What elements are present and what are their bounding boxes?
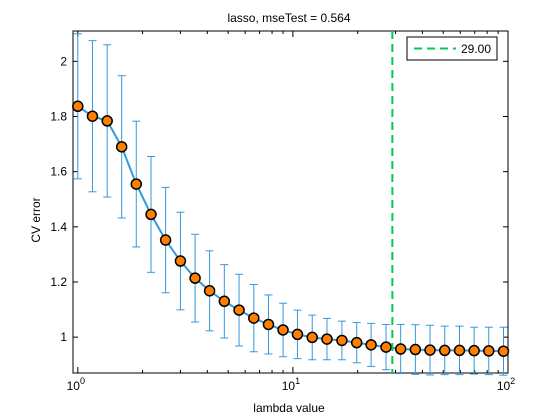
data-point bbox=[453, 344, 466, 357]
x-tick-label: 102 bbox=[497, 376, 515, 393]
data-point bbox=[248, 312, 260, 324]
y-tick-label: 1 bbox=[60, 330, 67, 344]
data-point bbox=[380, 341, 392, 353]
data-point bbox=[497, 345, 510, 357]
data-point bbox=[291, 328, 304, 341]
y-tick-label: 1.4 bbox=[50, 220, 67, 234]
data-point bbox=[424, 344, 436, 356]
data-point bbox=[72, 100, 84, 113]
data-point bbox=[350, 336, 363, 349]
data-point bbox=[145, 208, 157, 221]
data-point bbox=[101, 115, 113, 127]
x-tick-label: 101 bbox=[282, 376, 300, 393]
data-point bbox=[365, 339, 377, 351]
data-point bbox=[233, 304, 245, 316]
data-point bbox=[203, 285, 216, 297]
x-axis-label: lambda value bbox=[253, 401, 325, 415]
x-tick-label: 100 bbox=[67, 376, 85, 393]
legend-box bbox=[406, 36, 498, 61]
data-point bbox=[218, 295, 231, 308]
data-point bbox=[306, 331, 318, 344]
data-point bbox=[409, 343, 422, 356]
data-point bbox=[262, 318, 275, 331]
y-tick-label: 1.6 bbox=[50, 165, 67, 179]
legend: 29.00 bbox=[406, 36, 498, 61]
data-point bbox=[394, 343, 407, 355]
data-point bbox=[483, 345, 495, 357]
data-point bbox=[468, 344, 480, 357]
data-point bbox=[321, 333, 333, 345]
data-point bbox=[438, 344, 451, 357]
y-tick-label: 1.2 bbox=[50, 275, 67, 289]
axes-frame bbox=[72, 30, 509, 374]
data-point bbox=[336, 334, 348, 347]
y-tick-label: 1.8 bbox=[50, 110, 67, 124]
chart-title: lasso, mseTest = 0.564 bbox=[227, 11, 350, 25]
plot-area: 1 1.2 1.4 1.6 1.8 2 100 101 102 bbox=[50, 30, 515, 393]
data-point bbox=[174, 255, 187, 267]
data-point bbox=[115, 141, 128, 153]
data-point bbox=[159, 234, 172, 246]
data-point bbox=[277, 324, 289, 336]
data-point bbox=[86, 110, 99, 122]
legend-label: 29.00 bbox=[461, 42, 491, 56]
y-axis-label: CV error bbox=[29, 197, 43, 242]
data-point bbox=[130, 178, 143, 190]
data-point bbox=[189, 272, 201, 284]
y-tick-label: 2 bbox=[60, 54, 67, 68]
